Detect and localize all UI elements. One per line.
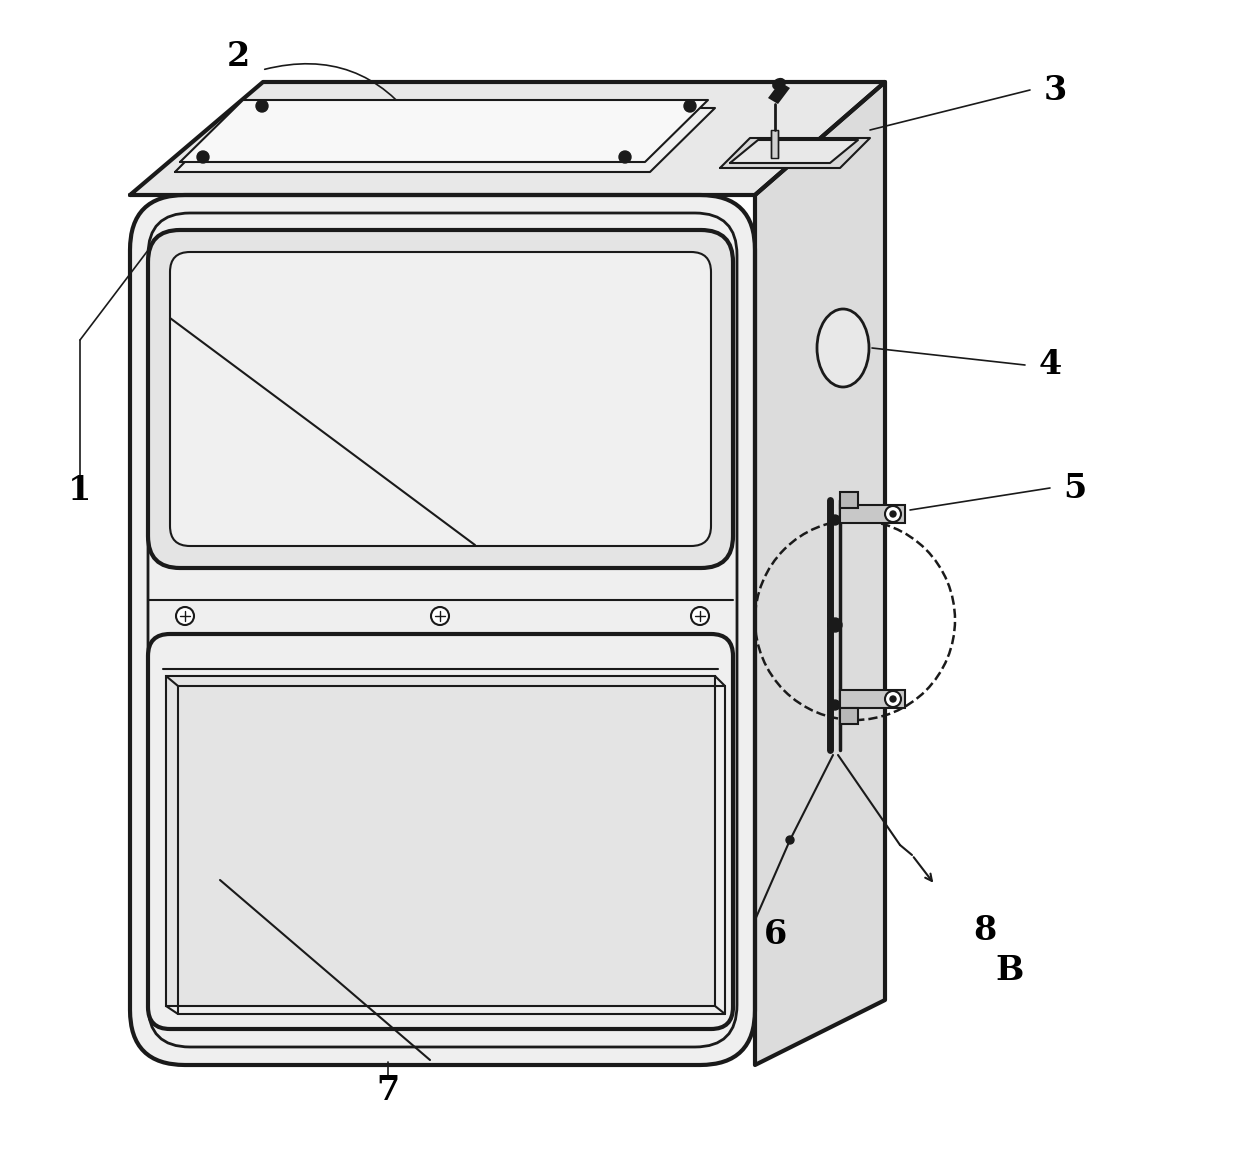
Polygon shape	[130, 82, 885, 195]
Text: 4: 4	[1038, 349, 1061, 382]
Bar	[166, 676, 715, 1006]
Circle shape	[197, 152, 210, 163]
Circle shape	[255, 100, 268, 112]
FancyBboxPatch shape	[148, 230, 733, 568]
Circle shape	[830, 515, 839, 525]
Circle shape	[885, 691, 901, 707]
Text: 5: 5	[1064, 471, 1086, 504]
Circle shape	[786, 835, 794, 844]
Text: 7: 7	[377, 1074, 399, 1107]
FancyArrowPatch shape	[264, 63, 418, 126]
Text: 8: 8	[973, 913, 997, 947]
Text: 6: 6	[764, 919, 786, 952]
Polygon shape	[768, 82, 790, 105]
Circle shape	[885, 506, 901, 522]
Polygon shape	[755, 82, 885, 1065]
Circle shape	[691, 607, 709, 625]
Polygon shape	[730, 140, 858, 163]
Circle shape	[176, 607, 193, 625]
Circle shape	[432, 607, 449, 625]
Circle shape	[890, 511, 897, 517]
Polygon shape	[180, 100, 708, 162]
FancyBboxPatch shape	[170, 251, 711, 546]
Polygon shape	[720, 137, 870, 168]
Circle shape	[830, 700, 839, 710]
Circle shape	[828, 618, 842, 632]
Circle shape	[684, 100, 696, 112]
Circle shape	[619, 152, 631, 163]
Circle shape	[890, 696, 897, 701]
Bar	[771, 130, 777, 157]
Text: 3: 3	[1043, 74, 1066, 107]
Text: B: B	[996, 953, 1024, 987]
Ellipse shape	[817, 309, 869, 387]
Text: 2: 2	[227, 40, 249, 74]
Ellipse shape	[773, 79, 785, 89]
FancyBboxPatch shape	[148, 634, 733, 1029]
Bar	[839, 505, 905, 523]
Bar	[839, 492, 858, 508]
FancyBboxPatch shape	[130, 195, 755, 1065]
Polygon shape	[175, 108, 715, 172]
Bar	[839, 690, 905, 709]
Text: 1: 1	[68, 474, 92, 506]
Bar	[839, 709, 858, 724]
